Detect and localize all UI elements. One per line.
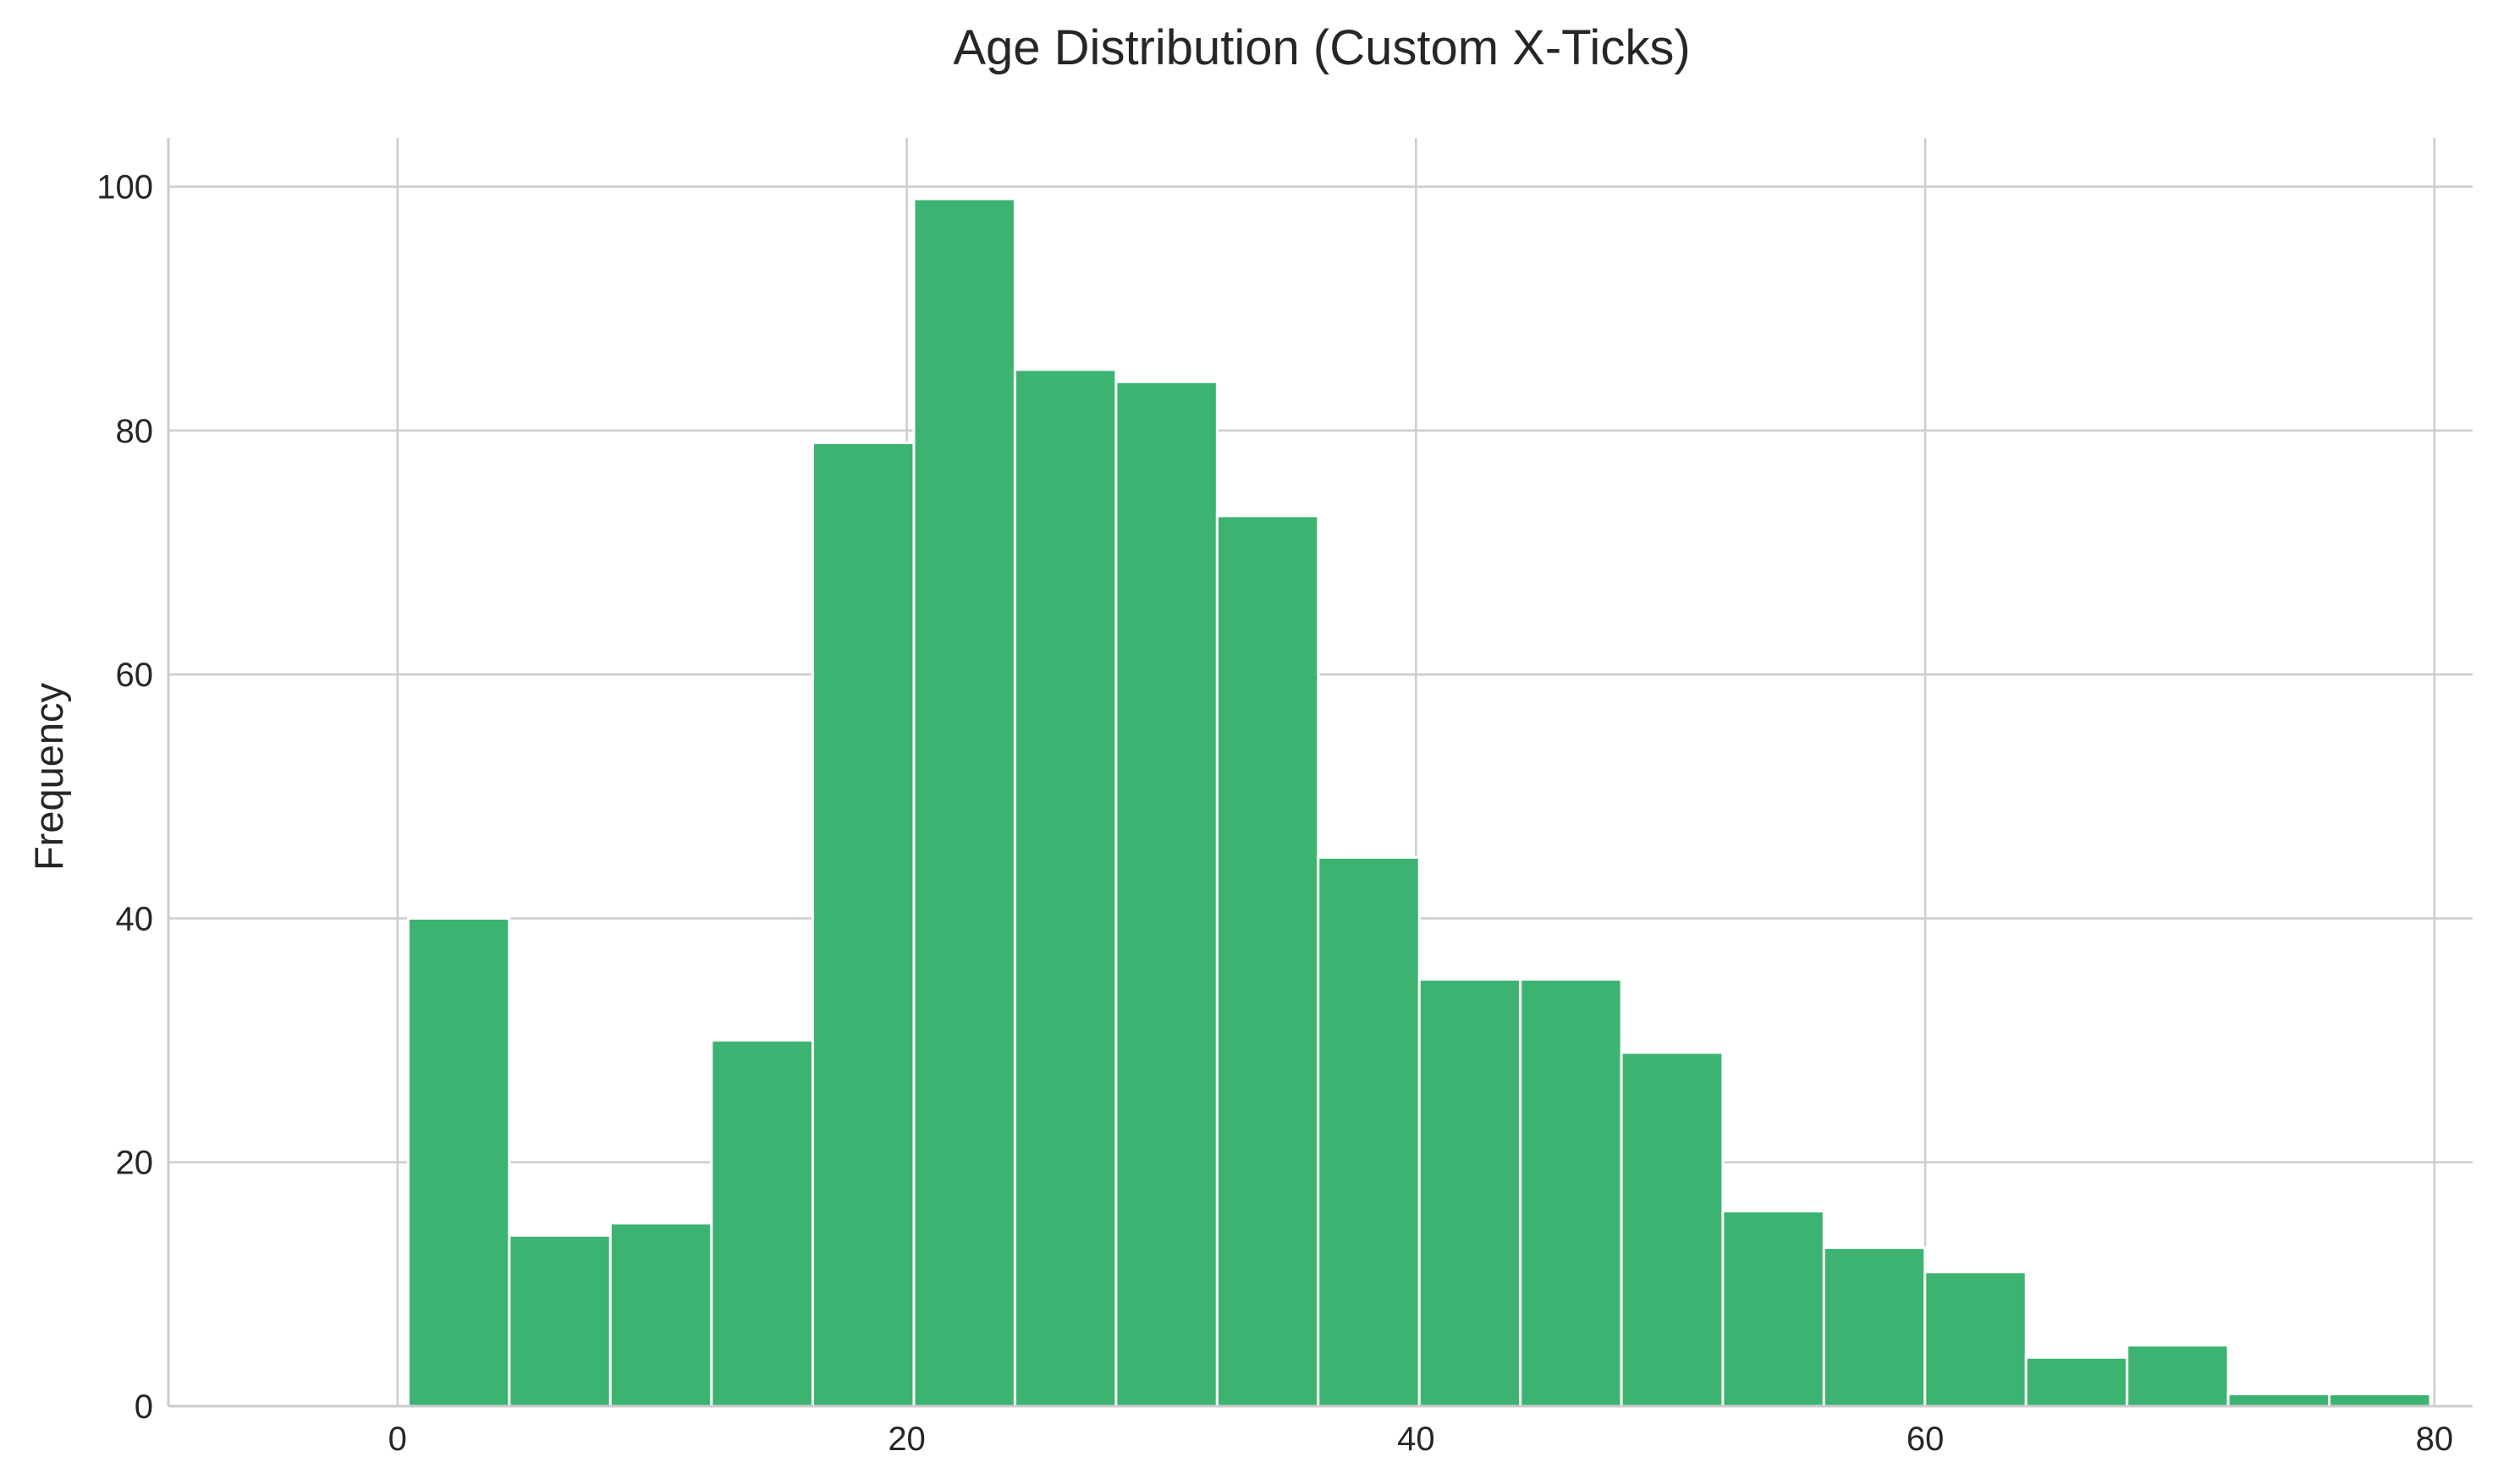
y-tick-label: 20 (116, 1145, 154, 1182)
histogram-bar (608, 1222, 713, 1408)
histogram-bar (710, 1039, 815, 1408)
histogram-bar (406, 916, 511, 1408)
axis-spines (167, 138, 2473, 1408)
histogram-bar (2226, 1393, 2331, 1408)
y-axis-label: Frequency (26, 682, 71, 871)
x-tick-label: 20 (888, 1421, 926, 1458)
histogram-bar (1519, 978, 1623, 1408)
histogram-bar (1822, 1246, 1927, 1408)
histogram-bar (2024, 1355, 2129, 1408)
y-tick-label: 100 (96, 169, 153, 206)
y-tick-label: 80 (116, 413, 154, 450)
y-tick-label: 0 (135, 1388, 153, 1426)
histogram-bar (812, 441, 916, 1408)
y-tick-label: 60 (116, 657, 154, 694)
x-tick-labels: 0 20 40 60 80 (388, 1421, 2453, 1458)
histogram-bars (406, 197, 2432, 1408)
histogram-bar (1923, 1270, 2028, 1408)
histogram-bar (2126, 1344, 2230, 1408)
histogram-bar (912, 197, 1016, 1408)
x-tick-label: 60 (1907, 1421, 1945, 1458)
x-tick-label: 0 (388, 1421, 407, 1458)
y-tick-label: 40 (116, 900, 154, 937)
histogram-bar (1114, 380, 1219, 1408)
histogram-bar (2328, 1393, 2432, 1408)
x-tick-label: 80 (2416, 1421, 2454, 1458)
histogram-bar (1721, 1209, 1825, 1408)
y-tick-labels: 0 20 40 60 80 100 (96, 169, 153, 1426)
histogram-bar (1417, 978, 1522, 1408)
histogram-bar (1013, 368, 1118, 1408)
x-tick-label: 40 (1397, 1421, 1435, 1458)
histogram-bar (1317, 855, 1421, 1408)
histogram-bar (1215, 514, 1320, 1408)
chart-title: Age Distribution (Custom X-Ticks) (953, 20, 1690, 75)
histogram-bar (508, 1234, 612, 1408)
histogram-bar (1620, 1051, 1725, 1408)
